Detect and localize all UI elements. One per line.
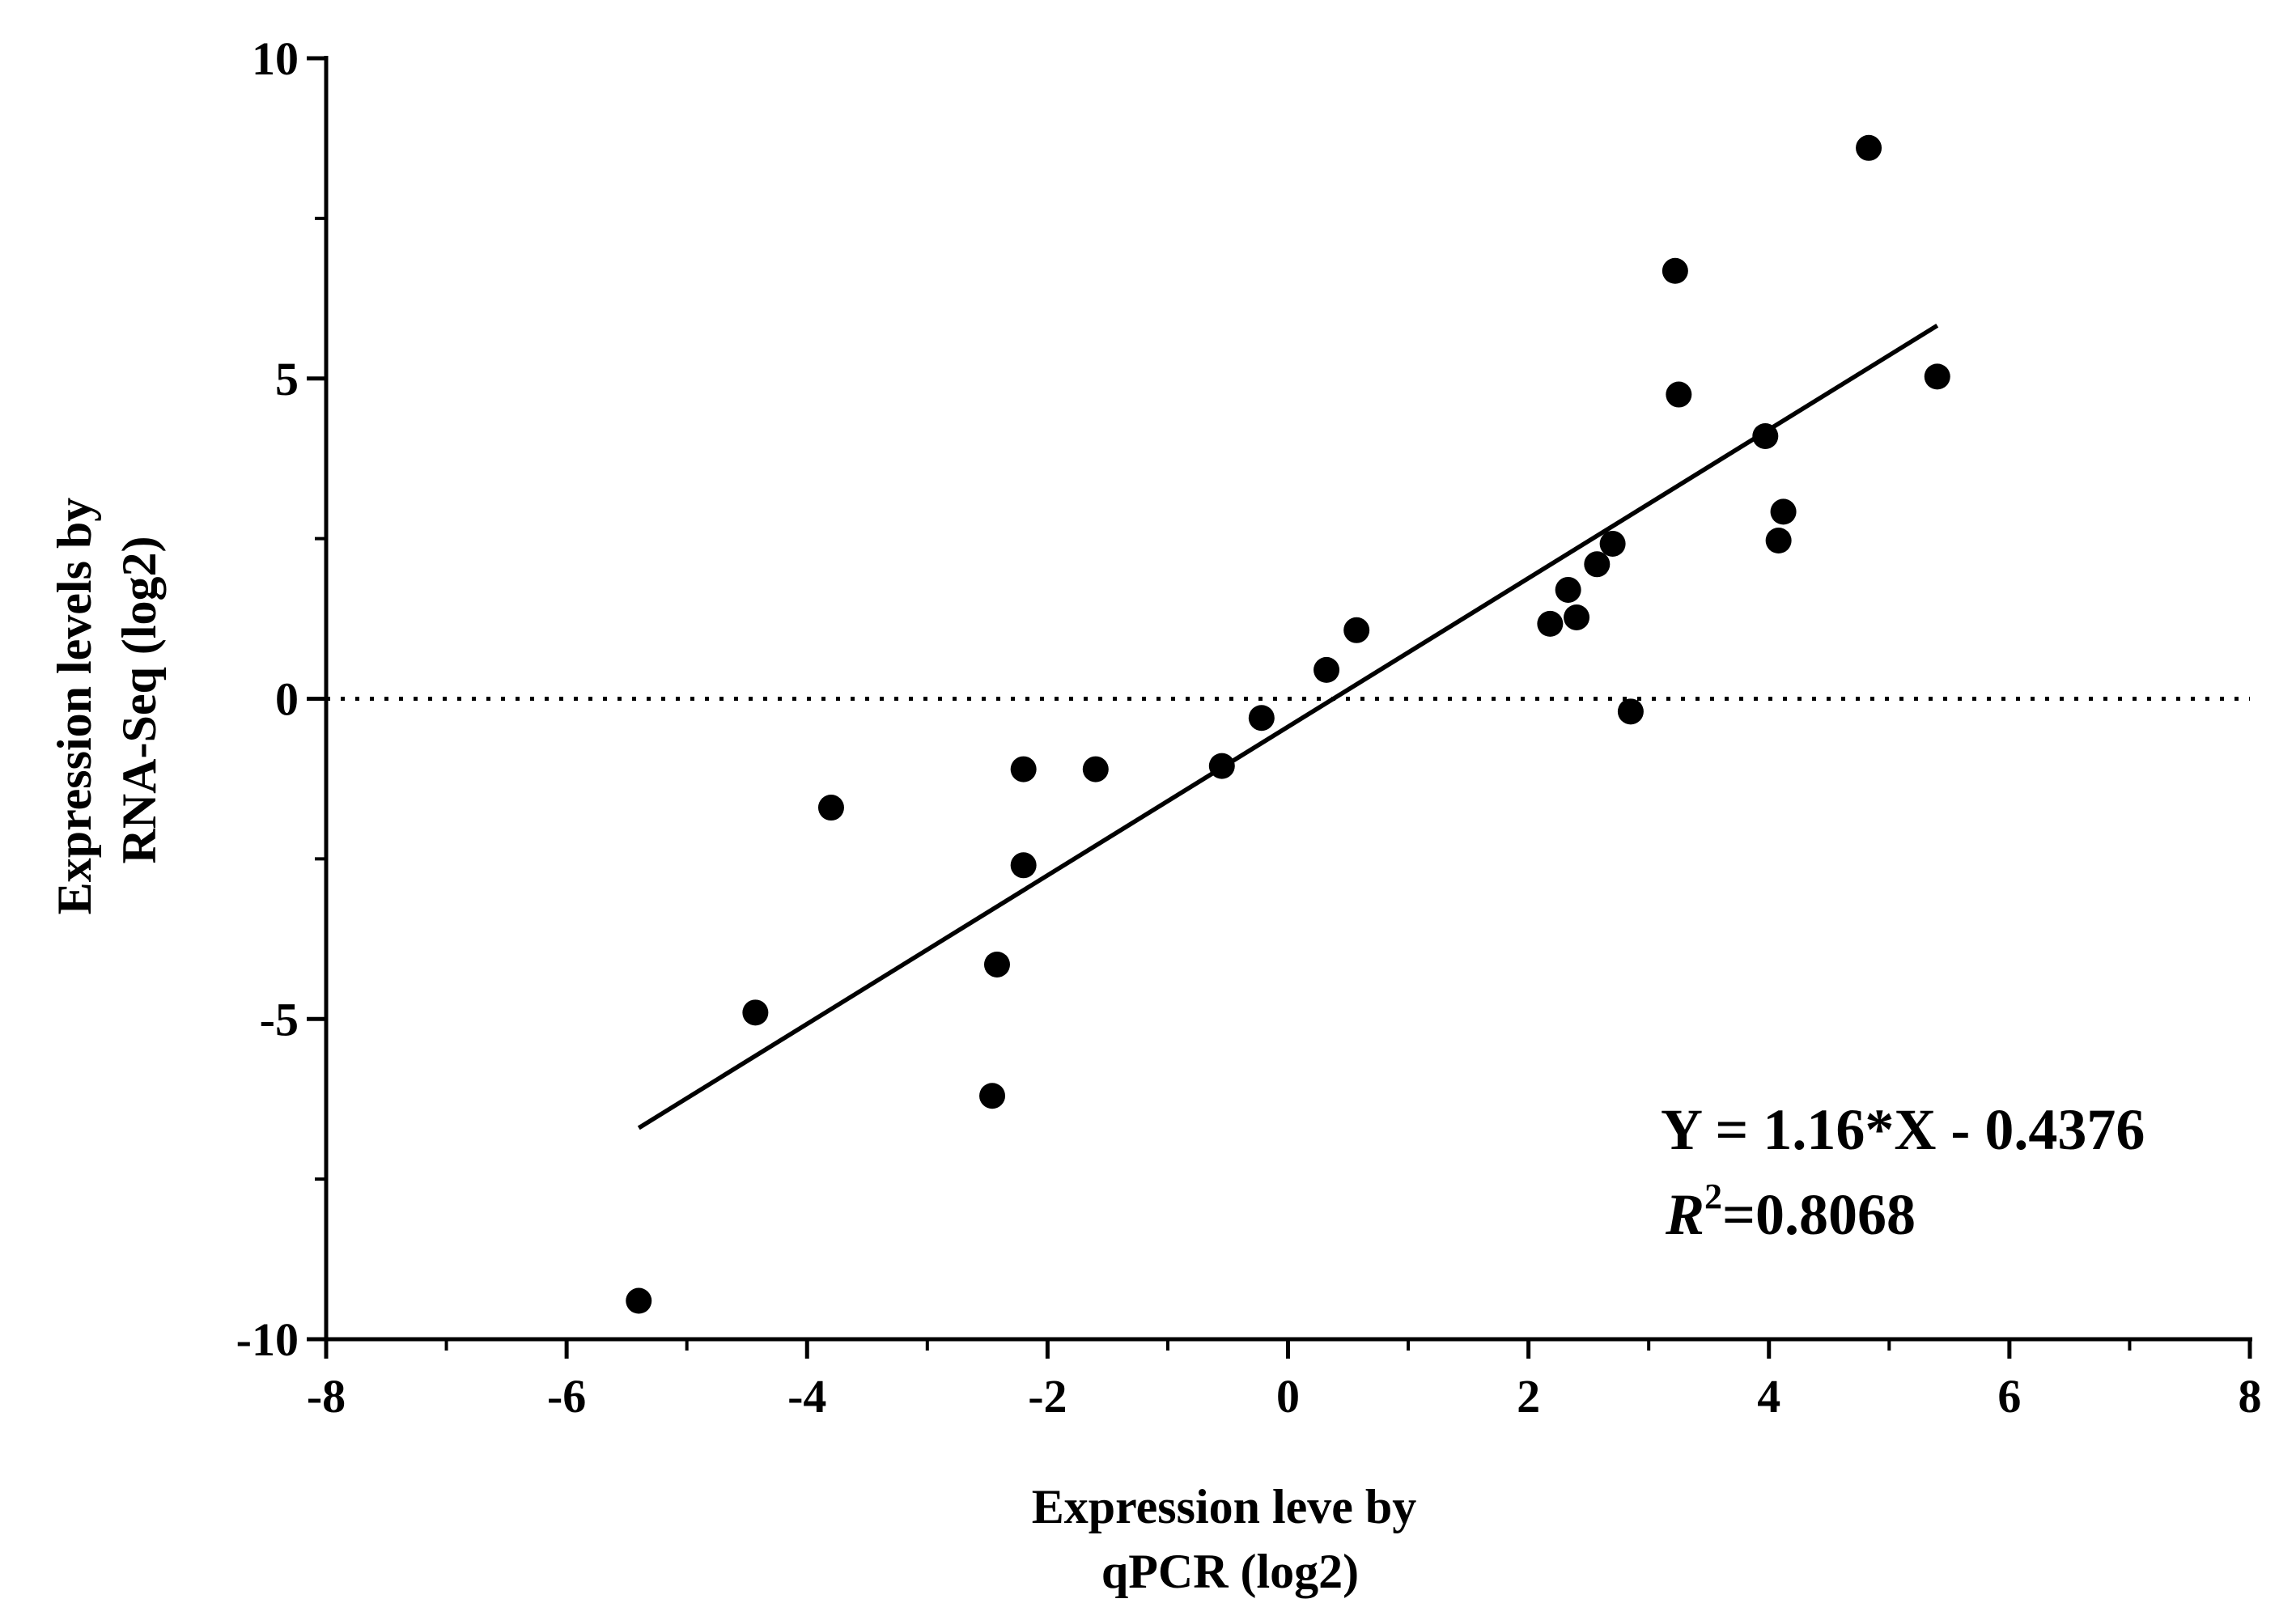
data-point	[1082, 756, 1109, 782]
x-tick-label: 4	[1757, 1370, 1780, 1423]
data-point	[742, 999, 769, 1026]
data-point	[1666, 381, 1692, 408]
x-axis-title-line-2: qPCR (log2)	[1101, 1545, 1359, 1598]
regression-line	[637, 324, 1939, 1130]
regression-equation: Y = 1.16*X - 0.4376	[1661, 1097, 2145, 1162]
data-point	[1584, 551, 1611, 578]
data-point	[1010, 756, 1037, 782]
x-tick-label: -8	[307, 1370, 346, 1423]
data-point	[1770, 498, 1797, 525]
x-axis-title: Expression leve by qPCR (log2)	[1032, 1480, 1429, 1598]
axis-ticks: -8 -6 -4 -2 0 2 4 6 8 -10 -5 0 5 10	[236, 32, 2262, 1423]
data-point	[1208, 753, 1235, 779]
x-tick-label: 0	[1276, 1370, 1300, 1423]
y-tick-label: 0	[275, 673, 299, 726]
data-point	[1752, 422, 1779, 449]
x-axis-title-line-1: Expression leve by	[1032, 1480, 1417, 1533]
r-squared-label: R2=0.8068	[1665, 1177, 1916, 1247]
data-points	[626, 134, 1950, 1314]
y-axis-title: Expression levels by RNA-Seq (log2)	[48, 486, 166, 915]
x-tick-label: 6	[1997, 1370, 2021, 1423]
y-tick-label: -10	[236, 1313, 299, 1366]
data-point	[1599, 530, 1626, 557]
x-tick-label: -2	[1028, 1370, 1067, 1423]
data-point	[1314, 656, 1340, 683]
data-point	[979, 1083, 1006, 1109]
data-point	[817, 795, 844, 821]
data-point	[1248, 705, 1275, 732]
data-point	[1765, 527, 1792, 553]
data-point	[626, 1287, 652, 1314]
data-point	[1343, 617, 1370, 643]
y-axis-title-line-2: RNA-Seq (log2)	[112, 536, 166, 864]
data-point	[1537, 610, 1564, 637]
x-tick-label: -6	[547, 1370, 586, 1423]
data-point	[983, 951, 1010, 978]
data-point	[1010, 852, 1037, 879]
r-squared-value: =0.8068	[1722, 1182, 1916, 1247]
x-tick-label: 8	[2239, 1370, 2262, 1423]
data-point	[1924, 363, 1950, 390]
y-axis-title-line-1: Expression levels by	[48, 498, 101, 915]
x-tick-label: -4	[787, 1370, 826, 1423]
r-squared-symbol: R	[1665, 1182, 1704, 1247]
data-point	[1662, 257, 1688, 284]
data-point	[1617, 698, 1644, 725]
regression-line-group	[637, 324, 1939, 1130]
y-tick-label: -5	[260, 993, 299, 1045]
r-squared-superscript: 2	[1704, 1177, 1722, 1216]
y-tick-label: 5	[275, 353, 299, 405]
data-point	[1856, 134, 1882, 161]
x-tick-label: 2	[1517, 1370, 1540, 1423]
data-point	[1555, 576, 1581, 603]
data-point	[1564, 604, 1590, 630]
y-tick-label: 10	[252, 32, 299, 85]
